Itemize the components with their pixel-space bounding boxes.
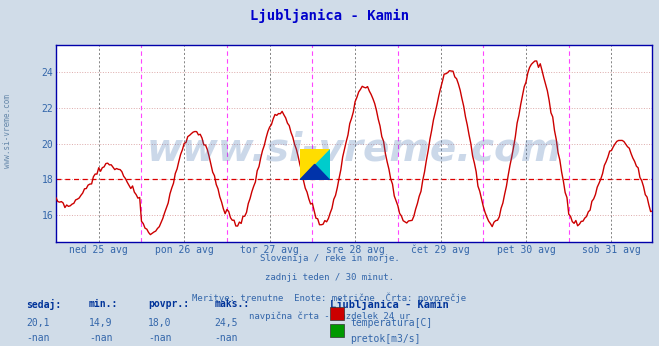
Text: temperatura[C]: temperatura[C] — [351, 318, 433, 328]
Text: Ljubljanica - Kamin: Ljubljanica - Kamin — [250, 9, 409, 23]
Text: 24,5: 24,5 — [214, 318, 238, 328]
Text: www.si-vreme.com: www.si-vreme.com — [3, 94, 13, 169]
Polygon shape — [300, 149, 330, 180]
Text: 20,1: 20,1 — [26, 318, 50, 328]
Text: navpična črta - razdelek 24 ur: navpična črta - razdelek 24 ur — [249, 311, 410, 321]
Text: Meritve: trenutne  Enote: metrične  Črta: povprečje: Meritve: trenutne Enote: metrične Črta: … — [192, 292, 467, 303]
Text: 18,0: 18,0 — [148, 318, 172, 328]
Text: maks.:: maks.: — [214, 299, 249, 309]
Text: www.si-vreme.com: www.si-vreme.com — [146, 130, 562, 169]
Text: pretok[m3/s]: pretok[m3/s] — [351, 334, 421, 344]
Text: Slovenija / reke in morje.: Slovenija / reke in morje. — [260, 254, 399, 263]
Text: sedaj:: sedaj: — [26, 299, 61, 310]
Text: Ljubljanica - Kamin: Ljubljanica - Kamin — [330, 299, 448, 310]
Text: zadnji teden / 30 minut.: zadnji teden / 30 minut. — [265, 273, 394, 282]
Text: povpr.:: povpr.: — [148, 299, 189, 309]
Polygon shape — [300, 149, 330, 180]
Text: -nan: -nan — [214, 333, 238, 343]
Text: -nan: -nan — [89, 333, 113, 343]
Polygon shape — [300, 164, 330, 180]
Text: 14,9: 14,9 — [89, 318, 113, 328]
Text: -nan: -nan — [26, 333, 50, 343]
Text: -nan: -nan — [148, 333, 172, 343]
Text: min.:: min.: — [89, 299, 119, 309]
